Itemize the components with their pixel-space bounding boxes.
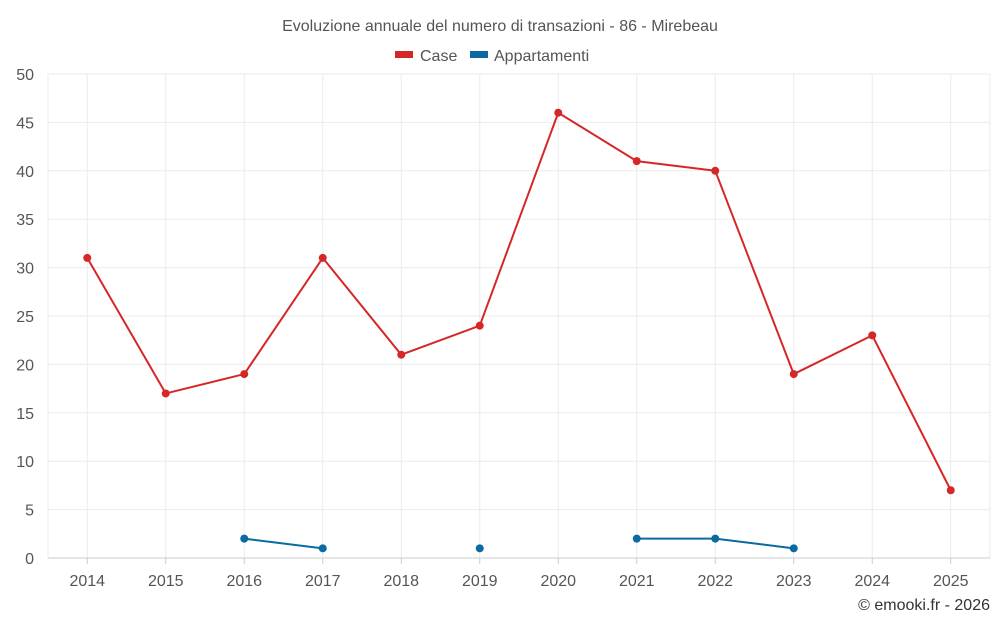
data-point-case-2014: [83, 253, 92, 262]
grid: [47, 73, 991, 559]
data-point-case-2020: [554, 108, 563, 117]
x-tick-label-2024: 2024: [854, 573, 890, 590]
y-tick-label-15: 15: [16, 406, 34, 423]
x-tick-label-2023: 2023: [776, 573, 812, 590]
legend-label-case[interactable]: Case: [420, 48, 457, 65]
data-point-case-2025: [946, 486, 955, 495]
data-point-case-2021: [632, 157, 641, 166]
data-point-appartamenti-2019: [475, 544, 484, 553]
data-point-case-2015: [161, 389, 170, 398]
data-point-case-2016: [240, 370, 249, 379]
x-axis-ticks: 2014 2015 2016 2017 2018 2019 2020 2021 2022 2023…: [69, 558, 969, 590]
y-axis-ticks: 0 5 10 15 20 25 30 35 40 45 50: [16, 67, 34, 568]
legend-swatch-case: [395, 51, 413, 58]
y-tick-label-10: 10: [16, 454, 34, 471]
y-tick-label-25: 25: [16, 309, 34, 326]
data-point-appartamenti-2017: [318, 544, 327, 553]
y-tick-label-20: 20: [16, 357, 34, 374]
x-tick-label-2016: 2016: [226, 573, 262, 590]
y-tick-label-50: 50: [16, 67, 34, 84]
series-appartamenti: [240, 534, 798, 553]
data-point-appartamenti-2022: [711, 534, 720, 543]
x-tick-label-2017: 2017: [305, 573, 341, 590]
y-tick-label-40: 40: [16, 164, 34, 181]
x-tick-label-2019: 2019: [462, 573, 498, 590]
y-tick-label-30: 30: [16, 261, 34, 278]
legend: Case Appartamenti: [395, 48, 589, 65]
y-tick-label-35: 35: [16, 212, 34, 229]
data-point-case-2023: [789, 370, 798, 379]
data-point-case-2017: [318, 253, 327, 262]
data-point-case-2018: [397, 350, 406, 359]
credit-text: © emooki.fr - 2026: [858, 597, 990, 614]
data-point-appartamenti-2021: [632, 534, 641, 543]
x-tick-label-2018: 2018: [383, 573, 419, 590]
series-case: [83, 108, 955, 495]
data-point-case-2024: [868, 331, 877, 340]
data-point-case-2019: [475, 321, 484, 330]
y-tick-label-5: 5: [25, 503, 34, 520]
chart-title: Evoluzione annuale del numero di transaz…: [282, 18, 718, 35]
x-tick-label-2022: 2022: [697, 573, 733, 590]
series-line-appartamenti-0: [244, 537, 323, 550]
series-layer: [83, 108, 955, 553]
data-point-case-2022: [711, 166, 720, 175]
legend-label-appartamenti[interactable]: Appartamenti: [494, 48, 589, 65]
legend-swatch-appartamenti: [470, 51, 488, 58]
x-tick-label-2014: 2014: [69, 573, 105, 590]
y-tick-label-0: 0: [25, 551, 34, 568]
x-tick-label-2015: 2015: [148, 573, 184, 590]
x-tick-label-2020: 2020: [540, 573, 576, 590]
x-tick-label-2025: 2025: [933, 573, 969, 590]
data-point-appartamenti-2016: [240, 534, 249, 543]
data-point-appartamenti-2023: [789, 544, 798, 553]
x-tick-label-2021: 2021: [619, 573, 655, 590]
series-line-case-0: [86, 111, 952, 491]
y-tick-label-45: 45: [16, 115, 34, 132]
